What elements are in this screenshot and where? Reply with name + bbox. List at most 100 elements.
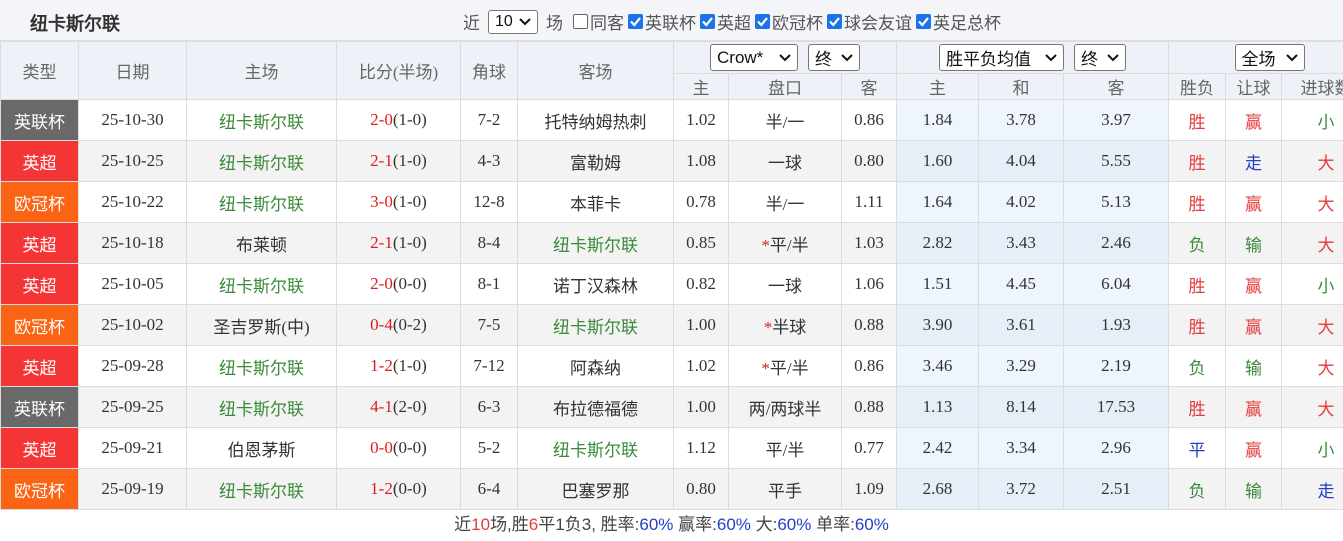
full-score: 0-0 <box>370 438 393 457</box>
odds-loss: 1.93 <box>1063 304 1170 346</box>
handicap-text: 半/一 <box>765 112 805 132</box>
summary-part: 3 <box>581 515 592 534</box>
corners: 5-2 <box>460 427 518 469</box>
match-row: 英超 25-09-21 伯恩茅斯 0-0(0-0) 5-2 纽卡斯尔联 1.12 平/半 0.7… <box>0 427 1343 469</box>
handicap-away-odds: 0.88 <box>840 386 898 428</box>
handicap-home-odds: 1.00 <box>673 386 729 428</box>
checkbox[interactable] <box>916 14 931 29</box>
full-score: 1-2 <box>370 479 393 498</box>
checkbox[interactable] <box>755 14 770 29</box>
match-type: 英超 <box>0 345 79 387</box>
home-team: 纽卡斯尔联 <box>186 386 337 428</box>
select-group: 全场 <box>1168 41 1343 74</box>
corners: 7-12 <box>460 345 518 387</box>
away-team: 本菲卡 <box>517 181 674 223</box>
handicap-text: 平/半 <box>769 235 809 255</box>
result-result: 胜 <box>1168 140 1227 182</box>
option-label: 英超 <box>717 14 751 33</box>
odds-draw: 4.04 <box>978 140 1065 182</box>
result-ah-result: 输 <box>1225 345 1283 387</box>
half-score: (0-2) <box>392 315 427 334</box>
handicap-text: 半/一 <box>765 194 805 214</box>
dropdown[interactable]: Crow* <box>710 44 799 71</box>
summary-part: , 胜率: <box>591 515 640 534</box>
corners: 8-4 <box>460 222 518 264</box>
result-goals: 小 <box>1281 427 1343 469</box>
result-goals: 大 <box>1281 181 1343 223</box>
checkbox[interactable] <box>827 14 842 29</box>
handicap-line: *平/半 <box>728 345 842 387</box>
handicap-text: 平/半 <box>769 358 809 378</box>
column-header: 比分(半场) <box>336 41 461 100</box>
handicap-home-odds: 0.82 <box>673 263 729 305</box>
full-score: 2-0 <box>370 110 393 129</box>
away-team: 诺丁汉森林 <box>517 263 674 305</box>
result-ah-result: 赢 <box>1225 304 1283 346</box>
column-header: 日期 <box>78 41 187 100</box>
summary-part: 6 <box>528 515 539 534</box>
count-select[interactable]: 10 <box>488 9 538 34</box>
odds-loss: 5.13 <box>1063 181 1170 223</box>
corners: 6-3 <box>460 386 518 428</box>
handicap-home-odds: 0.78 <box>673 181 729 223</box>
handicap-home-odds: 0.85 <box>673 222 729 264</box>
match-date: 25-09-21 <box>78 427 187 469</box>
odds-win: 3.46 <box>896 345 980 387</box>
score: 4-1(2-0) <box>336 386 461 428</box>
odds-win: 2.82 <box>896 222 980 264</box>
handicap-text: 平手 <box>768 481 802 501</box>
odds-win: 1.84 <box>896 99 980 141</box>
home-team: 纽卡斯尔联 <box>186 345 337 387</box>
handicap-text: 平/半 <box>765 440 805 460</box>
corners: 7-5 <box>460 304 518 346</box>
handicap-line: 半/一 <box>728 181 842 223</box>
result-goals: 大 <box>1281 140 1343 182</box>
half-score: (1-0) <box>392 151 427 170</box>
away-team: 纽卡斯尔联 <box>517 222 674 264</box>
away-team: 托特纳姆热刺 <box>517 99 674 141</box>
odds-draw: 4.02 <box>978 181 1065 223</box>
away-team: 富勒姆 <box>517 140 674 182</box>
checkbox[interactable] <box>573 14 588 29</box>
summary-part: 赢率: <box>673 515 717 534</box>
dropdown[interactable]: 全场 <box>1234 44 1305 71</box>
check-mark <box>630 17 641 27</box>
handicap-home-odds: 1.02 <box>673 99 729 141</box>
chevron-path <box>779 53 791 61</box>
handicap-line: *半球 <box>728 304 842 346</box>
handicap-away-odds: 0.86 <box>840 345 898 387</box>
full-score: 2-0 <box>370 274 393 293</box>
handicap-home-odds: 1.00 <box>673 304 729 346</box>
match-date: 25-10-25 <box>78 140 187 182</box>
result-ah-result: 输 <box>1225 222 1283 264</box>
full-score: 2-1 <box>370 233 393 252</box>
handicap-line: 两/两球半 <box>728 386 842 428</box>
odds-loss: 2.19 <box>1063 345 1170 387</box>
odds-win: 1.64 <box>896 181 980 223</box>
full-score: 3-0 <box>370 192 393 211</box>
handicap-line: 一球 <box>728 140 842 182</box>
handicap-away-odds: 0.88 <box>840 304 898 346</box>
dropdown[interactable]: 终 <box>808 44 861 71</box>
chevron <box>1107 53 1119 61</box>
match-type: 英超 <box>0 140 79 182</box>
result-ah-result: 输 <box>1225 468 1283 510</box>
handicap-away-odds: 0.80 <box>840 140 898 182</box>
checkbox[interactable] <box>700 14 715 29</box>
option-label: 球会友谊 <box>844 14 912 33</box>
odds-draw: 3.72 <box>978 468 1065 510</box>
odds-draw: 3.29 <box>978 345 1065 387</box>
half-score: (1-0) <box>392 192 427 211</box>
result-result: 胜 <box>1168 386 1227 428</box>
dropdown[interactable]: 终 <box>1074 44 1127 71</box>
checkbox[interactable] <box>628 14 643 29</box>
corners: 6-4 <box>460 468 518 510</box>
handicap-home-odds: 1.12 <box>673 427 729 469</box>
dropdown[interactable]: 胜平负均值 <box>939 44 1065 71</box>
result-goals: 大 <box>1281 304 1343 346</box>
home-team: 纽卡斯尔联 <box>186 263 337 305</box>
score: 1-2(0-0) <box>336 468 461 510</box>
sub-header: 客 <box>1063 73 1170 100</box>
odds-win: 1.51 <box>896 263 980 305</box>
match-date: 25-09-19 <box>78 468 187 510</box>
